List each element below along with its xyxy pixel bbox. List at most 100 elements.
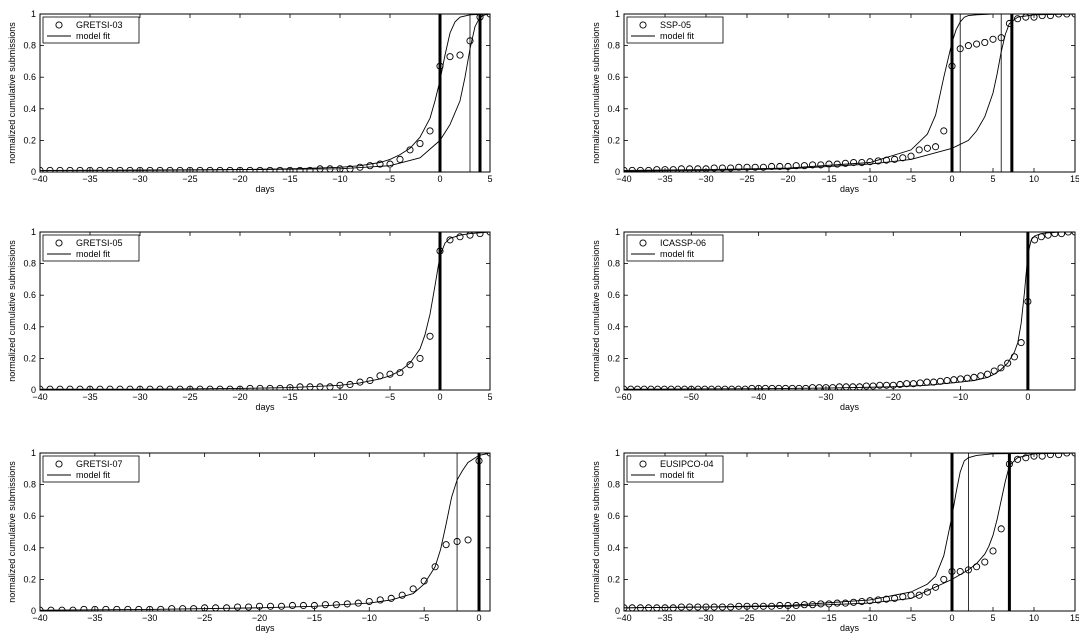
- data-point: [1038, 14, 1046, 20]
- model-fit-curve: [624, 453, 1075, 609]
- data-point: [930, 378, 938, 386]
- data-point: [710, 164, 718, 172]
- plot-area: [40, 232, 490, 390]
- data-point: [981, 558, 989, 566]
- y-axis-label: normalized cumulative submissions: [591, 461, 601, 603]
- axes-frame: [39, 13, 491, 173]
- x-tick-label: −20: [780, 613, 795, 623]
- data-point: [1010, 353, 1018, 361]
- data-point: [206, 166, 214, 172]
- data-point: [58, 606, 66, 611]
- x-axis-label: days: [255, 623, 275, 633]
- data-point: [653, 604, 661, 611]
- data-point: [346, 380, 354, 389]
- data-point: [255, 602, 264, 610]
- data-point: [47, 606, 55, 611]
- data-point: [1017, 339, 1025, 347]
- data-point: [876, 381, 884, 389]
- data-point: [795, 384, 803, 390]
- data-point: [286, 166, 294, 172]
- data-point: [356, 163, 364, 171]
- data-point: [932, 583, 940, 591]
- y-tick-label: 0.2: [23, 353, 36, 363]
- data-point: [687, 385, 695, 390]
- y-tick-label: 0.6: [607, 511, 620, 521]
- plot-area: [624, 453, 1075, 611]
- y-tick-label: 0.2: [607, 135, 620, 145]
- data-point: [784, 162, 792, 171]
- legend-label-observed: ICASSP-06: [660, 238, 706, 248]
- data-point: [701, 385, 709, 390]
- data-point: [800, 162, 808, 170]
- data-point: [476, 232, 484, 238]
- y-tick-label: 0.6: [23, 290, 36, 300]
- data-point: [784, 601, 792, 610]
- data-point: [963, 374, 971, 382]
- data-point: [106, 166, 114, 172]
- data-point: [244, 603, 253, 611]
- model-fit-curve: [40, 453, 490, 611]
- data-point: [179, 605, 187, 611]
- x-tick-label: −20: [232, 174, 247, 184]
- data-point: [56, 166, 64, 172]
- y-tick-label: 0.4: [607, 543, 620, 553]
- axes-frame: [623, 231, 1076, 391]
- legend-label-observed: GRETSI-03: [76, 20, 123, 30]
- data-point: [654, 385, 662, 390]
- x-tick-label: −10: [953, 392, 968, 402]
- y-tick-label: 0.8: [607, 259, 620, 269]
- data-point: [136, 385, 144, 390]
- x-tick-label: −40: [616, 174, 631, 184]
- data-point: [833, 160, 841, 168]
- x-tick-label: 5: [487, 392, 492, 402]
- data-point: [636, 166, 644, 172]
- x-tick-label: 10: [1029, 613, 1039, 623]
- legend-box: [42, 16, 140, 44]
- data-point: [909, 380, 917, 388]
- data-point: [817, 600, 825, 608]
- data-point: [923, 588, 931, 596]
- data-point: [354, 599, 362, 607]
- x-tick-label: −30: [132, 392, 147, 402]
- data-point: [386, 160, 394, 168]
- data-point: [40, 606, 44, 611]
- data-point: [891, 594, 899, 602]
- data-point: [721, 385, 729, 390]
- legend-box: [626, 16, 724, 44]
- data-point: [936, 377, 944, 385]
- data-point: [694, 385, 702, 390]
- data-point: [286, 384, 294, 390]
- data-point: [1022, 454, 1030, 462]
- data-point: [714, 385, 722, 390]
- data-point: [899, 593, 907, 601]
- data-point: [113, 605, 121, 611]
- legend-label-observed: GRETSI-07: [76, 459, 123, 469]
- data-point: [376, 596, 384, 604]
- data-point: [299, 601, 307, 610]
- data-point: [627, 385, 635, 390]
- y-tick-label: 0: [31, 385, 36, 395]
- data-point: [475, 457, 483, 465]
- data-point: [396, 369, 404, 377]
- data-point: [246, 166, 254, 172]
- x-tick-label: −5: [419, 613, 429, 623]
- data-point: [970, 373, 978, 381]
- data-point: [718, 164, 726, 172]
- data-point: [923, 144, 931, 152]
- y-tick-label: 0.4: [607, 104, 620, 114]
- data-point: [792, 601, 800, 610]
- data-point: [431, 563, 439, 571]
- data-point: [841, 159, 849, 167]
- data-point: [809, 161, 817, 169]
- data-point: [436, 62, 444, 70]
- data-point: [234, 603, 242, 611]
- data-point: [126, 166, 134, 172]
- data-point: [190, 605, 198, 611]
- subplot-1: −40 −35 −30 −25 −20 −15 −10 −5 0 5 0 0.2 0.4 0.6 0.8 1 d…: [7, 9, 493, 194]
- y-tick-label: 0.2: [607, 353, 620, 363]
- x-tick-label: −15: [821, 174, 836, 184]
- data-point: [856, 383, 864, 390]
- data-point: [669, 166, 677, 172]
- legend-label-fit: model fit: [660, 470, 695, 480]
- x-tick-label: 5: [487, 174, 492, 184]
